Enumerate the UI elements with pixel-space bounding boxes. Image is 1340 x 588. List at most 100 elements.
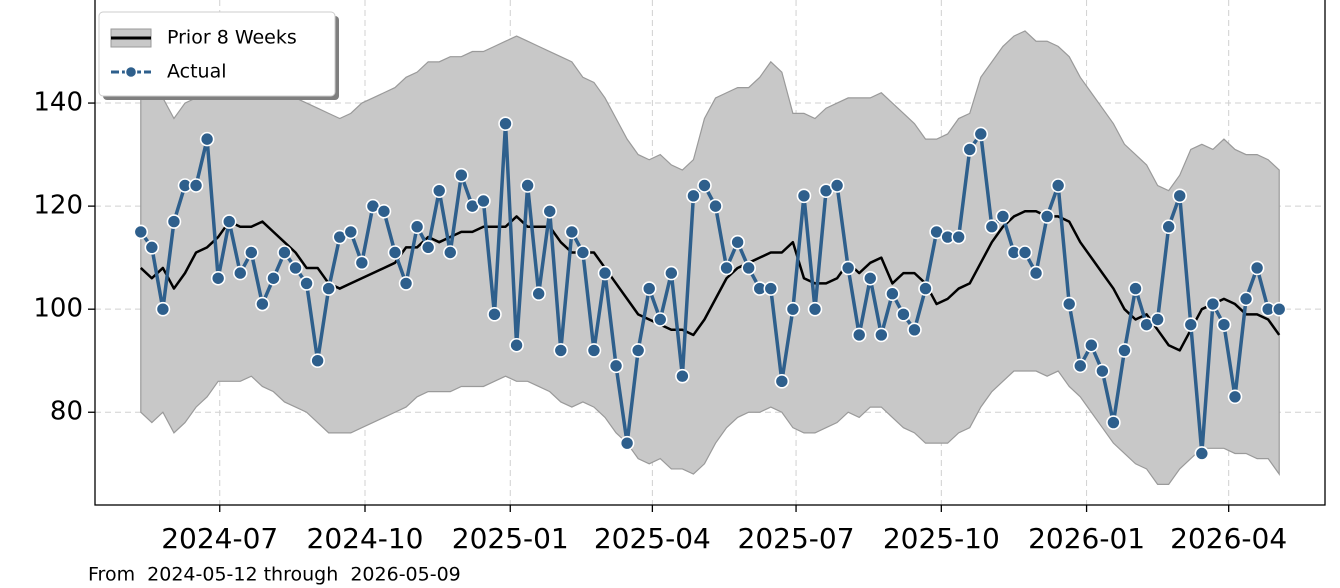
y-tick-label: 140 [33,88,83,118]
axes: 80 100 120 140 2024-07 2024-10 2025-01 2025-04 2… [33,88,1287,555]
data-point [575,245,591,260]
x-tick-label: 2026-01 [1028,522,1145,555]
data-point [442,245,458,260]
x-tick-label: 2026-04 [1170,522,1287,555]
footer-note: From 2024-05-12 through 2026-05-09 [88,564,461,586]
data-point [420,240,436,255]
data-point [232,265,248,281]
data-point [144,240,160,255]
data-point [266,270,281,286]
data-point [697,178,712,193]
x-tick-label: 2024-07 [161,522,278,555]
data-point [675,368,690,384]
data-point [1238,291,1254,307]
data-point [1072,358,1088,374]
data-point [984,219,1000,235]
data-point [664,265,679,281]
data-point [741,260,756,276]
data-point [564,224,580,240]
data-point [719,260,734,276]
data-point [1150,312,1165,327]
data-point [199,131,215,147]
data-point [597,265,613,281]
legend-label: Actual [167,61,227,83]
data-point [288,260,303,276]
data-point [454,167,469,183]
legend-marker [124,65,138,79]
data-point [542,203,558,219]
x-tick-label: 2025-01 [452,522,569,555]
data-point [1128,281,1143,296]
legend-label: Prior 8 Weeks [167,27,297,49]
data-point [431,183,447,198]
data-point [244,245,259,260]
data-point [1028,265,1044,281]
legend: Prior 8 Weeks Actual [98,11,339,100]
data-point [962,142,978,157]
y-tick-label: 80 [50,397,83,427]
data-point [553,343,569,358]
data-point [896,307,911,322]
data-point [376,203,392,219]
data-point [973,126,989,142]
data-point [608,358,624,374]
data-point [1216,317,1232,332]
data-point [221,214,237,229]
data-point [1017,245,1033,260]
data-point [1161,219,1176,235]
range-band [140,30,1280,485]
data-point [686,188,701,204]
axes-frame [94,0,1326,506]
plot-area [133,30,1287,485]
data-point [1095,363,1110,379]
data-point [1117,343,1132,358]
data-point [885,286,900,302]
x-tick-label: 2025-04 [594,522,711,555]
data-point [619,435,635,451]
data-point [1227,389,1243,405]
data-point [509,337,524,353]
data-point [708,198,723,214]
data-point [387,245,403,260]
data-point [188,178,204,193]
data-point [730,234,745,250]
data-point [874,327,889,343]
data-point [1183,317,1199,332]
data-point [354,255,370,271]
data-point [1039,209,1055,224]
data-point [1194,446,1210,461]
data-point [277,245,292,260]
data-point [763,281,779,296]
data-point [1061,296,1077,312]
data-point [862,270,878,286]
data-point [641,281,657,296]
data-point [951,229,966,245]
y-tick-label: 120 [33,191,83,221]
data-point [796,188,812,204]
data-point [531,286,546,302]
x-tick-label: 2025-07 [738,522,855,555]
legend-box [98,11,336,97]
data-point [995,209,1011,224]
data-point [774,374,790,389]
data-point [133,224,149,240]
data-point [918,281,933,296]
data-point [487,307,502,322]
x-tick-label: 2024-10 [307,522,424,555]
data-point [398,276,414,291]
data-point [652,312,668,327]
data-point [476,193,491,209]
data-point [785,301,801,317]
data-point [1271,301,1287,317]
data-point [498,116,513,131]
data-point [586,343,602,358]
data-point [409,219,425,235]
data-point [1205,296,1221,312]
data-point [343,224,359,240]
data-point [907,322,922,338]
data-point [155,301,171,317]
data-point [851,327,867,343]
data-point [1249,260,1265,276]
data-point [840,260,856,276]
